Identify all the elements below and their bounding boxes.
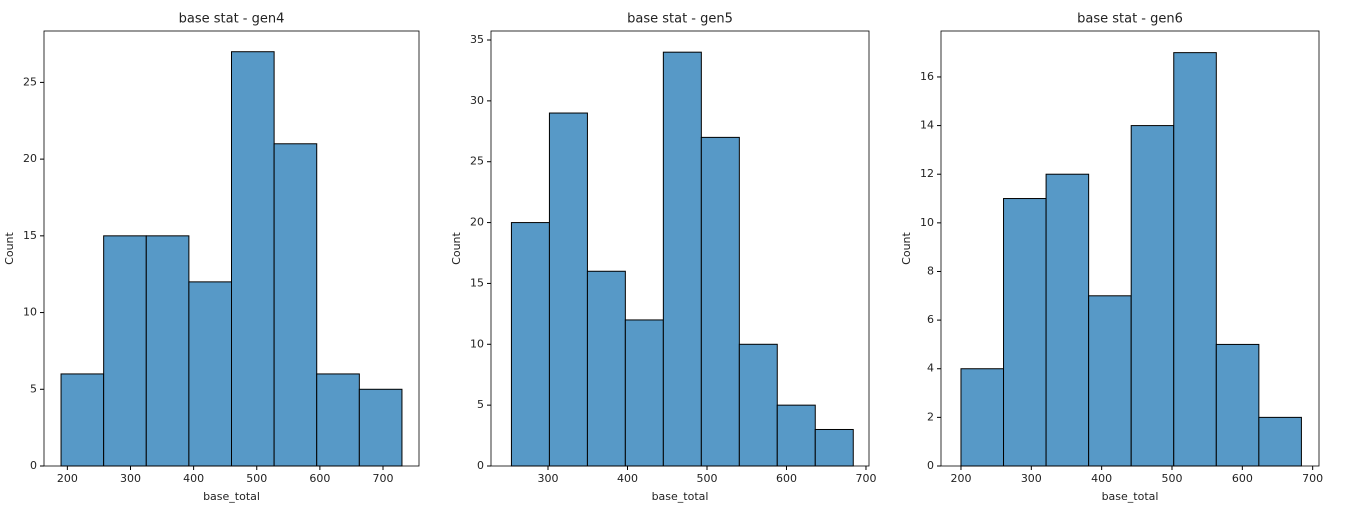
y-tick-label: 0 (477, 459, 484, 472)
y-tick-label: 12 (920, 167, 934, 180)
y-axis-label: Count (3, 231, 16, 264)
bar (700, 136, 740, 467)
y-tick-label: 15 (470, 276, 484, 289)
x-tick-label: 500 (246, 472, 267, 485)
x-tick-label: 700 (373, 472, 394, 485)
bar (273, 143, 318, 467)
y-tick-label: 0 (30, 459, 37, 472)
y-tick-label: 10 (470, 337, 484, 350)
y-axis-label: Count (450, 231, 463, 264)
y-tick-label: 10 (23, 306, 37, 319)
x-axis-label: base_total (203, 490, 260, 503)
x-axis-label: base_total (652, 490, 709, 503)
x-axis-label: base_total (1102, 490, 1159, 503)
x-tick-label: 700 (855, 472, 876, 485)
x-tick-label: 300 (120, 472, 141, 485)
x-tick-label: 400 (1091, 472, 1112, 485)
x-tick-label: 400 (617, 472, 638, 485)
y-tick-label: 14 (920, 119, 934, 132)
bar (662, 51, 702, 467)
x-tick-label: 500 (696, 472, 717, 485)
bar (1088, 295, 1132, 467)
x-tick-label: 600 (1232, 472, 1253, 485)
bar (188, 281, 233, 467)
bar (960, 368, 1005, 467)
y-tick-label: 20 (23, 152, 37, 165)
y-tick-label: 4 (927, 362, 934, 375)
y-tick-label: 8 (927, 264, 934, 277)
bar (776, 404, 816, 467)
axes-frame (490, 30, 870, 467)
y-tick-label: 6 (927, 313, 934, 326)
x-tick-label: 700 (1302, 472, 1323, 485)
bar (1215, 343, 1260, 467)
x-tick-label: 300 (537, 472, 558, 485)
bar (60, 373, 105, 467)
bar (586, 270, 626, 467)
y-tick-label: 2 (927, 410, 934, 423)
x-tick-label: 600 (309, 472, 330, 485)
bar (738, 343, 778, 467)
y-tick-label: 35 (470, 33, 484, 46)
x-tick-label: 500 (1161, 472, 1182, 485)
y-tick-label: 15 (23, 229, 37, 242)
y-axis-label: Count (900, 231, 913, 264)
chart-title: base stat - gen4 (179, 12, 285, 27)
y-tick-label: 10 (920, 216, 934, 229)
y-tick-label: 5 (477, 398, 484, 411)
bar (1045, 173, 1090, 467)
x-tick-label: 200 (950, 472, 971, 485)
x-tick-label: 400 (183, 472, 204, 485)
y-tick-label: 5 (30, 382, 37, 395)
bar (316, 373, 360, 467)
bar (103, 235, 147, 467)
y-tick-label: 0 (927, 459, 934, 472)
bar (814, 428, 854, 467)
bar (1173, 52, 1217, 467)
y-tick-label: 30 (470, 94, 484, 107)
y-tick-label: 25 (23, 75, 37, 88)
bar (510, 222, 550, 467)
y-tick-label: 16 (920, 70, 934, 83)
bar (624, 319, 664, 467)
bar (1258, 416, 1302, 467)
bar (548, 112, 588, 467)
y-tick-label: 20 (470, 216, 484, 229)
bar (1130, 125, 1175, 467)
x-tick-label: 300 (1021, 472, 1042, 485)
bar (358, 388, 403, 467)
bar (1003, 198, 1047, 467)
axes-frame (43, 30, 420, 467)
chart-title: base stat - gen5 (627, 12, 733, 27)
x-tick-label: 600 (776, 472, 797, 485)
bar (231, 51, 275, 467)
bar (145, 235, 190, 467)
chart-title: base stat - gen6 (1077, 12, 1183, 27)
axes-frame (940, 30, 1320, 467)
y-tick-label: 25 (470, 155, 484, 168)
x-tick-label: 200 (57, 472, 78, 485)
